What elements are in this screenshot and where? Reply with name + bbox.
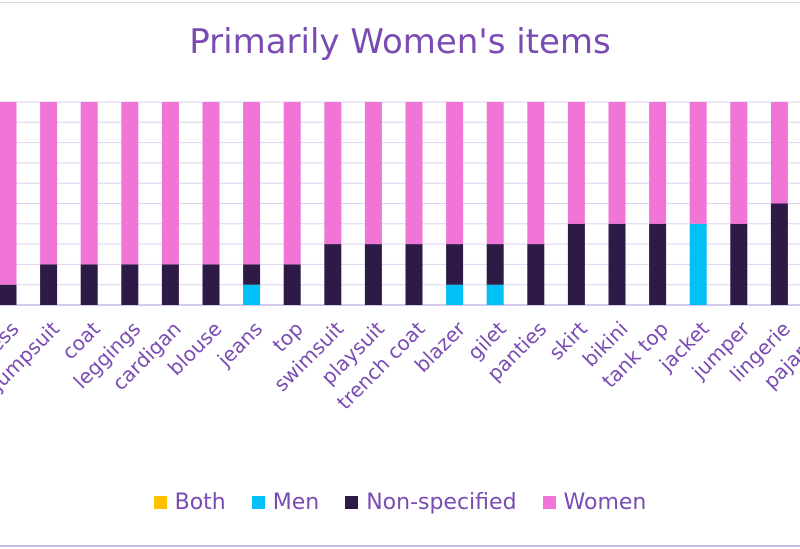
bar-segment-women-jumper (730, 102, 748, 224)
legend-item: Men (251, 490, 320, 515)
legend-label: Men (272, 490, 320, 515)
bar-segment-non-specified-gilet (486, 244, 504, 285)
bar-segment-women-panties (527, 102, 545, 245)
bar-segment-women-blazer (446, 102, 464, 245)
bar-segment-women-lingerie (770, 102, 788, 204)
bar-segment-non-specified-playsuit (364, 244, 382, 305)
bar-segment-non-specified-jumper (730, 223, 748, 305)
bar-segment-non-specified-dress (0, 284, 17, 305)
legend-swatch (153, 496, 167, 509)
bar-segment-non-specified-top (283, 264, 301, 305)
bar-segment-non-specified-blouse (202, 264, 220, 305)
legend-label: Non-specified (366, 490, 517, 515)
legend: Both Men Non-specified Women (0, 490, 800, 515)
legend-item: Non-specified (345, 490, 517, 515)
legend-swatch (542, 496, 556, 509)
bar-segment-women-gilet (486, 102, 504, 245)
bar-segment-non-specified-swimsuit (324, 244, 342, 305)
bar-segment-women-coat (80, 102, 98, 265)
bar-segment-women-blouse (202, 102, 220, 265)
bar-segment-men-jeans (243, 284, 261, 305)
legend-swatch (345, 496, 359, 509)
legend-swatch (251, 496, 265, 509)
bar-segment-women-top (283, 102, 301, 265)
chart-plot: dressjumpsuitcoatleggingscardiganblousej… (0, 101, 800, 414)
bar-segment-women-trench-coat (405, 102, 423, 245)
bar-segment-non-specified-leggings (121, 264, 139, 305)
legend-item: Both (153, 490, 226, 515)
bar-segment-men-jacket (689, 223, 707, 305)
x-tick-label: jeans (212, 317, 267, 372)
bottom-border (0, 545, 800, 547)
legend-item: Women (542, 490, 647, 515)
bar-segment-non-specified-blazer (446, 244, 464, 285)
bar-segment-non-specified-panties (527, 244, 545, 305)
bar-segment-non-specified-trench-coat (405, 244, 423, 305)
bar-segment-women-tank-top (649, 102, 667, 224)
bar-group (0, 102, 788, 305)
bar-segment-non-specified-lingerie (770, 203, 788, 305)
bar-segment-non-specified-coat (80, 264, 98, 305)
bar-segment-women-playsuit (364, 102, 382, 245)
bar-segment-non-specified-bikini (608, 223, 626, 305)
bar-segment-women-bikini (608, 102, 626, 224)
bar-segment-non-specified-jeans (243, 264, 261, 285)
legend-label: Both (174, 490, 226, 515)
gridlines (0, 101, 800, 306)
legend-label: Women (563, 490, 647, 515)
bar-segment-women-jacket (689, 102, 707, 224)
bar-segment-women-jumpsuit (40, 102, 58, 265)
bar-segment-men-blazer (446, 284, 464, 305)
bar-segment-non-specified-jumpsuit (40, 264, 58, 305)
bar-segment-non-specified-tank-top (649, 223, 667, 305)
chart-title: Primarily Women's items (189, 22, 611, 62)
bar-segment-women-cardigan (161, 102, 179, 265)
bar-segment-women-skirt (567, 102, 585, 224)
bar-segment-women-jeans (243, 102, 261, 265)
bar-segment-non-specified-skirt (567, 223, 585, 305)
top-border (0, 2, 800, 3)
bar-segment-women-swimsuit (324, 102, 342, 245)
bar-segment-non-specified-cardigan (161, 264, 179, 305)
bar-segment-women-dress (0, 102, 17, 285)
x-axis-labels: dressjumpsuitcoatleggingscardiganblousej… (0, 316, 800, 414)
bar-segment-women-leggings (121, 102, 139, 265)
bar-segment-men-gilet (486, 284, 504, 305)
